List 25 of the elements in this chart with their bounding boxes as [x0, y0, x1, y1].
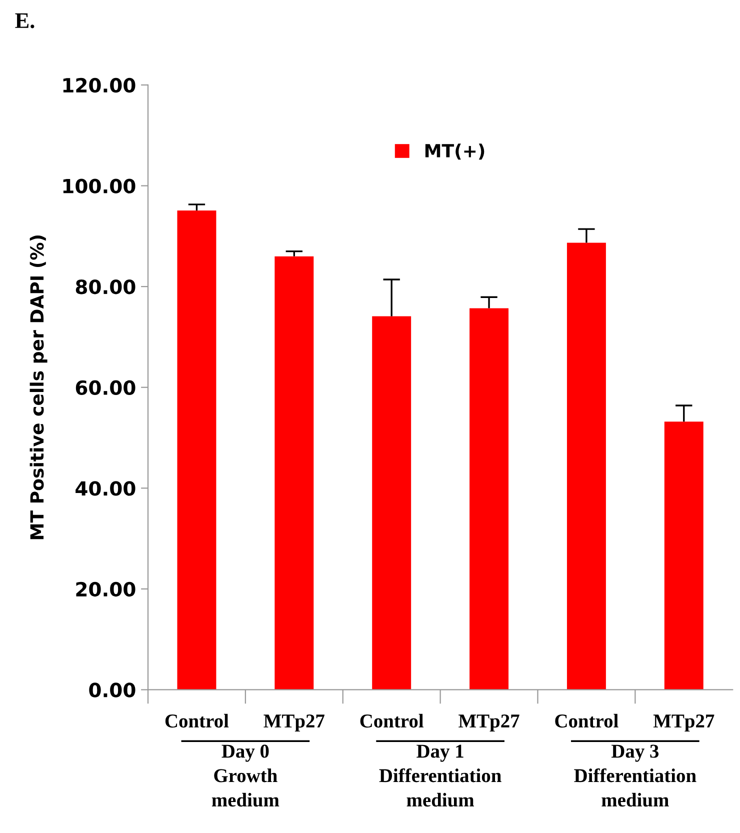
x-tick-label: Control: [165, 714, 229, 728]
bar: [566, 242, 606, 690]
x-tick-label: MTp27: [458, 714, 520, 732]
bar: [664, 422, 704, 690]
bar: [470, 308, 509, 690]
y-tick-label: 120.00: [63, 78, 136, 93]
bar: [274, 256, 314, 690]
y-tick-label: 100.00: [63, 178, 136, 194]
text: Day 3 Differentiation medium: [574, 744, 696, 807]
y-tick-label: 80.00: [76, 280, 136, 294]
chart-title: E.: [15, 13, 34, 28]
y-tick-label: 60.00: [76, 380, 136, 396]
y-axis-title: MT Positive cells per DAPI (%): [30, 236, 48, 540]
text: Day 1 Differentiation medium: [379, 744, 502, 807]
text: Day 0 Growth medium: [212, 744, 280, 807]
y-tick-label: 20.00: [76, 582, 136, 597]
bar: [372, 316, 412, 690]
x-tick-label: MTp27: [653, 714, 714, 732]
y-tick-label: 0.00: [89, 682, 136, 698]
y-tick-label: 40.00: [76, 481, 136, 496]
x-tick-label: MTp27: [264, 714, 324, 732]
legend-label: MT(+): [425, 144, 484, 160]
bar: [177, 210, 216, 690]
x-tick-label: Control: [360, 714, 424, 728]
x-tick-label: Control: [555, 714, 618, 728]
